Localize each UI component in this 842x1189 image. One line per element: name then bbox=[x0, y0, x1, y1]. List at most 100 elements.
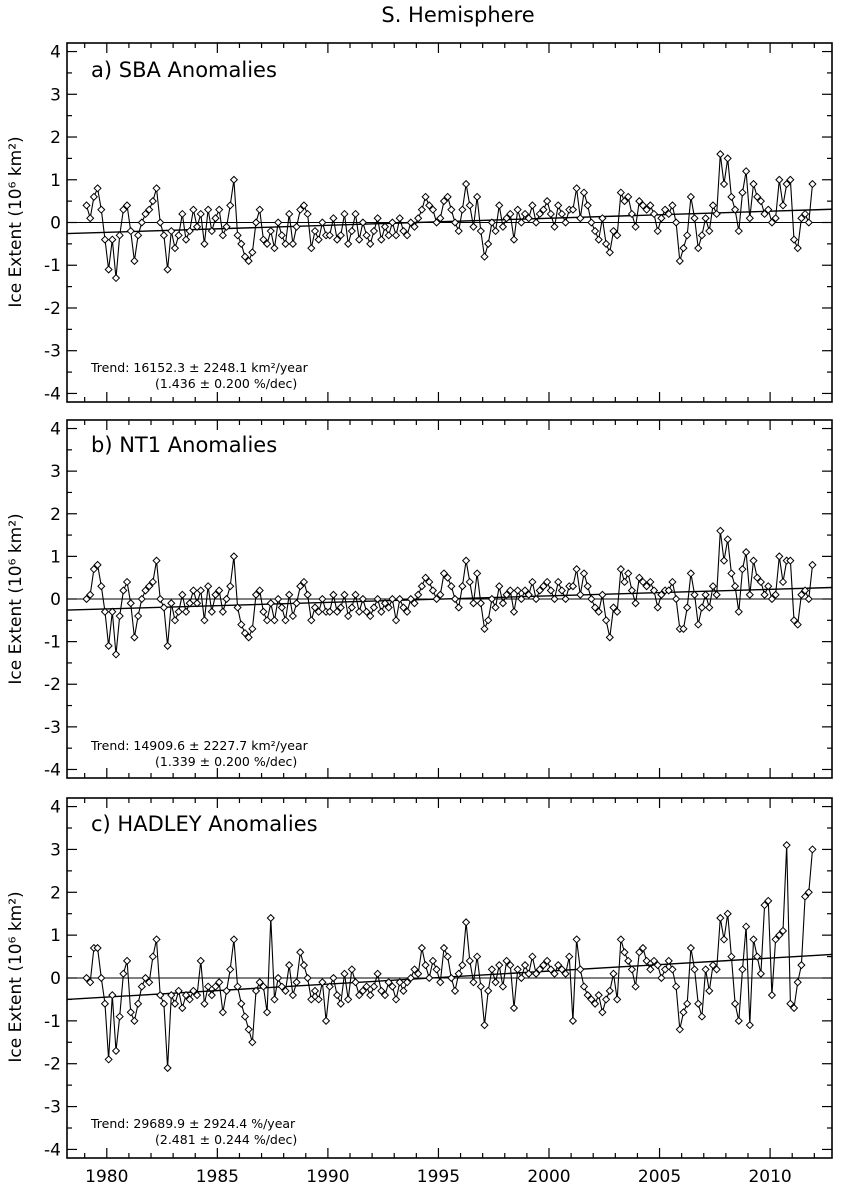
data-point-hadley bbox=[333, 991, 342, 1000]
data-point-hadley bbox=[491, 978, 500, 987]
data-point-hadley bbox=[421, 961, 430, 970]
data-point-nt1 bbox=[723, 535, 732, 544]
data-point-nt1 bbox=[200, 616, 209, 625]
data-point-nt1 bbox=[742, 548, 751, 557]
data-point-hadley bbox=[130, 1016, 139, 1025]
data-point-nt1 bbox=[491, 603, 500, 612]
data-point-nt1 bbox=[130, 633, 139, 642]
data-point-sba bbox=[380, 222, 390, 231]
data-point-hadley bbox=[226, 965, 235, 974]
data-point-hadley bbox=[694, 999, 703, 1008]
data-point-hadley bbox=[454, 969, 463, 978]
data-point-nt1 bbox=[480, 624, 489, 633]
data-point-hadley bbox=[167, 991, 176, 1000]
data-point-nt1 bbox=[716, 526, 725, 535]
data-point-hadley bbox=[237, 999, 246, 1008]
data-point-nt1 bbox=[786, 556, 795, 565]
data-point-hadley bbox=[318, 978, 327, 987]
data-point-sba bbox=[377, 235, 386, 244]
panel-nt1-frame bbox=[66, 419, 833, 779]
data-point-nt1 bbox=[307, 616, 316, 625]
data-point-nt1 bbox=[388, 594, 397, 604]
data-point-sba bbox=[266, 226, 275, 236]
data-point-hadley bbox=[366, 991, 375, 1000]
data-point-sba bbox=[414, 214, 423, 223]
data-point-sba bbox=[631, 222, 640, 231]
data-point-sba bbox=[694, 244, 703, 253]
data-point-sba bbox=[646, 201, 655, 210]
data-point-hadley bbox=[590, 999, 600, 1008]
data-point-nt1 bbox=[303, 590, 312, 599]
data-point-sba bbox=[487, 218, 496, 227]
y-tick-label: -4 bbox=[44, 384, 61, 404]
data-point-hadley bbox=[660, 965, 670, 974]
data-point-hadley bbox=[259, 982, 268, 991]
data-point-nt1 bbox=[694, 620, 703, 629]
data-point-hadley bbox=[668, 965, 677, 974]
data-point-sba bbox=[664, 209, 673, 219]
data-point-hadley bbox=[358, 986, 368, 995]
data-point-sba bbox=[314, 235, 323, 244]
data-point-nt1 bbox=[115, 611, 124, 621]
data-point-sba bbox=[410, 222, 419, 231]
data-point-sba bbox=[712, 209, 721, 219]
y-tick-label: 4 bbox=[50, 43, 61, 63]
data-point-hadley bbox=[97, 973, 106, 983]
data-point-nt1 bbox=[642, 582, 651, 591]
data-point-sba bbox=[130, 256, 139, 266]
data-point-hadley bbox=[719, 935, 729, 944]
data-point-hadley bbox=[248, 1038, 257, 1047]
data-point-hadley bbox=[163, 1063, 172, 1073]
data-point-sba bbox=[679, 244, 688, 253]
data-point-sba bbox=[406, 218, 415, 227]
data-point-hadley bbox=[340, 969, 349, 978]
data-point-nt1 bbox=[403, 607, 412, 616]
anomaly-series-line bbox=[86, 530, 814, 655]
data-point-hadley bbox=[690, 965, 699, 974]
data-point-sba bbox=[498, 222, 508, 231]
data-point-sba bbox=[789, 235, 799, 244]
data-point-sba bbox=[782, 179, 791, 189]
data-point-nt1 bbox=[218, 607, 227, 616]
data-point-nt1 bbox=[251, 590, 261, 599]
panel-hadley-ytick-labels: -4 -3 -2 -1 0 1 2 3 4 bbox=[44, 798, 61, 1161]
data-point-hadley bbox=[222, 986, 231, 995]
data-point-sba bbox=[93, 184, 102, 193]
panel-sba-frame bbox=[66, 42, 833, 403]
data-point-sba bbox=[616, 188, 625, 197]
data-point-nt1 bbox=[355, 607, 364, 616]
data-point-sba bbox=[535, 209, 544, 219]
data-point-sba bbox=[192, 222, 202, 231]
data-point-nt1 bbox=[701, 590, 710, 599]
y-tick-label: -1 bbox=[44, 256, 61, 276]
data-point-hadley bbox=[531, 969, 541, 978]
data-point-nt1 bbox=[771, 590, 780, 599]
data-point-sba bbox=[539, 205, 548, 214]
y-tick-label: 4 bbox=[50, 420, 61, 440]
data-point-hadley bbox=[196, 956, 205, 965]
y-tick-label: 1 bbox=[50, 171, 61, 191]
data-point-sba bbox=[248, 248, 257, 257]
y-tick-label: 1 bbox=[50, 926, 61, 946]
data-point-sba bbox=[251, 218, 261, 227]
data-point-hadley bbox=[192, 991, 202, 1000]
data-point-hadley bbox=[200, 999, 209, 1008]
data-point-sba bbox=[240, 252, 250, 261]
data-point-nt1 bbox=[97, 582, 106, 591]
data-point-nt1 bbox=[244, 633, 253, 642]
data-point-nt1 bbox=[93, 560, 102, 570]
data-point-sba bbox=[465, 201, 474, 210]
data-point-nt1 bbox=[237, 620, 246, 629]
data-point-sba bbox=[719, 179, 729, 189]
data-point-sba bbox=[262, 239, 272, 248]
data-point-hadley bbox=[274, 973, 283, 983]
data-point-sba bbox=[115, 231, 124, 240]
data-point-nt1 bbox=[808, 560, 817, 570]
data-point-sba bbox=[148, 197, 157, 206]
data-point-sba bbox=[167, 226, 176, 236]
data-point-sba bbox=[351, 209, 360, 219]
data-point-hadley bbox=[749, 935, 758, 944]
data-point-hadley bbox=[240, 1012, 250, 1021]
data-point-nt1 bbox=[351, 590, 360, 599]
